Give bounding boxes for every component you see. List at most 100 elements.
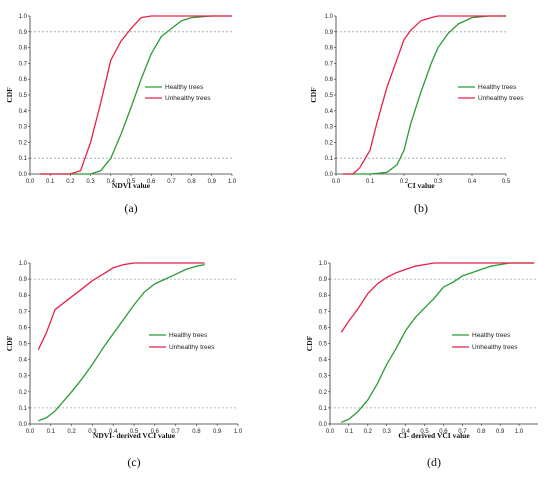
x-tick-label: 0.2 (364, 429, 373, 435)
x-axis-label: NDVI- derived VCI value (93, 431, 176, 440)
healthy-trees-line (40, 15, 232, 175)
x-tick-label: 0.1 (47, 429, 56, 435)
y-tick-label: 0.6 (325, 77, 334, 83)
y-tick-label: 0.0 (325, 172, 334, 178)
unhealthy-trees-line (40, 15, 232, 175)
y-tick-label: 0.6 (319, 325, 328, 331)
healthy-trees-line (38, 263, 205, 422)
y-tick-label: 0.4 (19, 109, 28, 115)
y-tick-label: 0.6 (19, 77, 28, 83)
y-tick-label: 0.0 (19, 172, 28, 178)
y-tick-label: 0.4 (19, 358, 28, 364)
x-axis-label: CI- derived VCI value (398, 431, 470, 440)
x-tick-label: 0.5 (127, 179, 136, 185)
x-tick-label: 0.4 (107, 179, 116, 185)
x-tick-label: 0.0 (326, 429, 335, 435)
y-tick-label: 0.7 (325, 61, 334, 67)
y-tick-label: 0.9 (319, 277, 328, 283)
x-tick-label: 1.0 (234, 429, 243, 435)
y-tick-label: 0.1 (325, 156, 334, 162)
y-tick-label: 0.8 (19, 293, 28, 299)
y-tick-label: 0.8 (325, 46, 334, 52)
x-tick-label: 0.1 (366, 179, 375, 185)
unhealthy-trees-line (340, 262, 535, 333)
y-tick-label: 0.1 (19, 406, 28, 412)
x-tick-label: 1.0 (515, 429, 524, 435)
y-tick-label: 0.2 (319, 390, 328, 396)
y-tick-label: 0.3 (325, 125, 334, 131)
x-tick-label: 0.9 (496, 429, 505, 435)
legend-label: Unhealthy trees (472, 344, 518, 351)
x-tick-label: 0.3 (383, 429, 392, 435)
x-tick-label: 0.2 (400, 179, 409, 185)
x-tick-label: 0.3 (86, 179, 95, 185)
y-axis-label: CDF (309, 87, 318, 103)
y-axis-label: CDF (305, 335, 314, 351)
y-tick-label: 1.0 (319, 261, 328, 267)
x-tick-label: 0.8 (477, 429, 486, 435)
x-tick-label: 0.7 (171, 429, 180, 435)
y-axis-label: CDF (5, 335, 14, 351)
y-tick-label: 0.5 (19, 93, 28, 99)
y-tick-label: 0.1 (19, 156, 28, 162)
healthy-trees-line (341, 262, 535, 423)
y-tick-label: 0.0 (19, 422, 28, 428)
y-tick-label: 0.2 (19, 140, 28, 146)
x-tick-label: 0.6 (439, 429, 448, 435)
y-tick-label: 1.0 (19, 261, 28, 267)
panel-label: (d) (427, 455, 441, 469)
y-tick-label: 0.7 (319, 309, 328, 315)
y-tick-label: 0.8 (19, 46, 28, 52)
unhealthy-trees-line (37, 262, 205, 351)
x-tick-label: 0.4 (401, 429, 410, 435)
unhealthy-trees-line (342, 15, 506, 175)
y-tick-label: 0.3 (319, 374, 328, 380)
y-tick-label: 0.4 (325, 109, 334, 115)
x-tick-label: 0.0 (26, 179, 35, 185)
x-tick-label: 0.6 (151, 429, 160, 435)
y-tick-label: 1.0 (19, 14, 28, 20)
x-tick-label: 0.7 (458, 429, 467, 435)
y-tick-label: 0.2 (325, 140, 334, 146)
y-tick-label: 0.0 (319, 422, 328, 428)
y-tick-label: 0.7 (19, 309, 28, 315)
legend-label: Healthy trees (169, 332, 208, 339)
y-tick-label: 0.3 (19, 125, 28, 131)
x-tick-label: 0.8 (187, 179, 196, 185)
x-tick-label: 1.0 (228, 179, 237, 185)
legend-label: Healthy trees (165, 84, 204, 91)
panel-label: (b) (414, 201, 428, 215)
y-tick-label: 0.9 (19, 30, 28, 36)
y-tick-label: 0.6 (19, 325, 28, 331)
legend-label: Unhealthy trees (165, 95, 211, 102)
y-axis-label: CDF (5, 87, 14, 103)
x-tick-label: 0.4 (468, 179, 477, 185)
x-axis-label: NDVI value (112, 181, 151, 190)
y-tick-label: 0.8 (319, 293, 328, 299)
y-tick-label: 0.5 (19, 342, 28, 348)
y-tick-label: 0.7 (19, 61, 28, 67)
y-tick-label: 0.5 (319, 342, 328, 348)
y-tick-label: 0.9 (325, 30, 334, 36)
x-tick-label: 0.7 (167, 179, 176, 185)
y-tick-label: 0.4 (319, 358, 328, 364)
y-tick-label: 0.3 (19, 374, 28, 380)
y-tick-label: 1.0 (325, 14, 334, 20)
legend-label: Unhealthy trees (169, 344, 215, 351)
x-tick-label: 0.5 (420, 429, 429, 435)
panel-label: (c) (127, 455, 140, 469)
x-tick-label: 0.8 (192, 429, 201, 435)
y-tick-label: 0.5 (325, 93, 334, 99)
x-tick-label: 0.3 (434, 179, 443, 185)
legend-label: Healthy trees (478, 84, 517, 91)
healthy-trees-line (342, 15, 506, 175)
x-tick-label: 0.9 (213, 429, 222, 435)
x-tick-label: 0.2 (67, 429, 76, 435)
y-tick-label: 0.1 (319, 406, 328, 412)
x-tick-label: 0.5 (502, 179, 511, 185)
x-tick-label: 0.0 (26, 429, 35, 435)
x-tick-label: 0.4 (109, 429, 118, 435)
x-tick-label: 0.6 (147, 179, 156, 185)
x-tick-label: 0.1 (345, 429, 354, 435)
x-tick-label: 0.1 (46, 179, 55, 185)
